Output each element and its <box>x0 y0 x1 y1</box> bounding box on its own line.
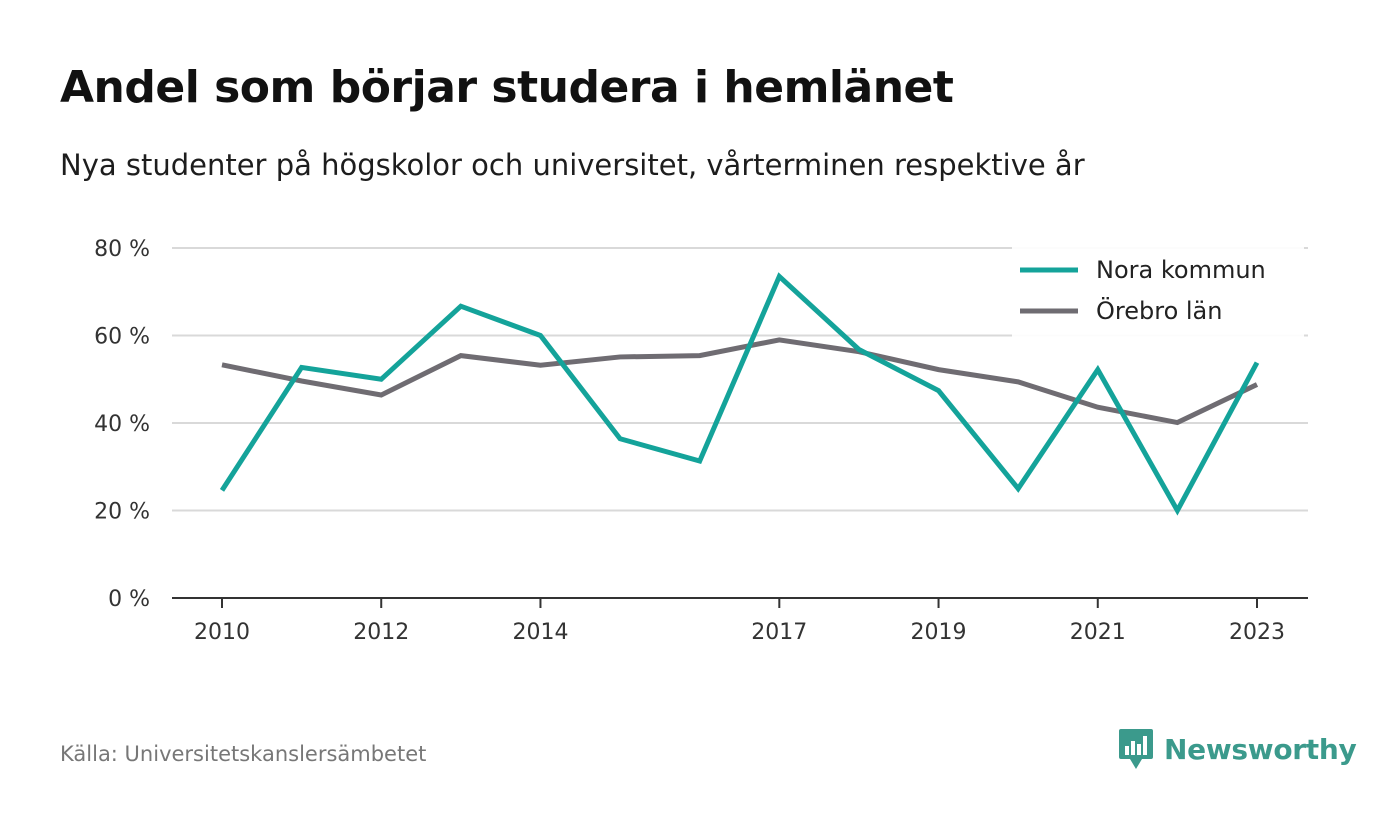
legend-background <box>1012 246 1304 338</box>
legend-label: Nora kommun <box>1096 256 1266 284</box>
legend: Nora kommun Örebro län <box>1012 246 1304 338</box>
newsworthy-logo-icon <box>1119 729 1153 769</box>
x-tick-label: 2010 <box>194 620 250 645</box>
y-tick-label: 20 % <box>94 500 150 525</box>
y-tick-label: 80 % <box>94 237 150 262</box>
x-tick-label: 2023 <box>1229 620 1285 645</box>
chart-subtitle: Nya studenter på högskolor och universit… <box>60 148 1085 182</box>
x-tick-label: 2012 <box>353 620 409 645</box>
brand-logo: Newsworthy <box>1118 727 1357 771</box>
series-lines <box>219 272 1260 516</box>
chart-title: Andel som börjar studera i hemlänet <box>60 62 954 113</box>
legend-label: Örebro län <box>1096 296 1222 325</box>
y-tick-label: 0 % <box>108 587 150 612</box>
brand-name: Newsworthy <box>1164 732 1357 766</box>
series-line-nora-kommun <box>219 272 1260 516</box>
source-note: Källa: Universitetskanslersämbetet <box>60 742 427 766</box>
x-tick-label: 2021 <box>1070 620 1126 645</box>
x-tick-label: 2014 <box>512 620 568 645</box>
x-tick-label: 2017 <box>751 620 807 645</box>
x-tick-label: 2019 <box>911 620 967 645</box>
series-line-orebro-lan <box>221 337 1259 426</box>
x-axis-ticks: 2010 2012 2014 2017 2019 2021 2023 <box>194 598 1285 645</box>
y-tick-label: 40 % <box>94 412 150 437</box>
y-axis-ticks: 0 % 20 % 40 % 60 % 80 % <box>94 237 150 612</box>
y-tick-label: 60 % <box>94 325 150 350</box>
